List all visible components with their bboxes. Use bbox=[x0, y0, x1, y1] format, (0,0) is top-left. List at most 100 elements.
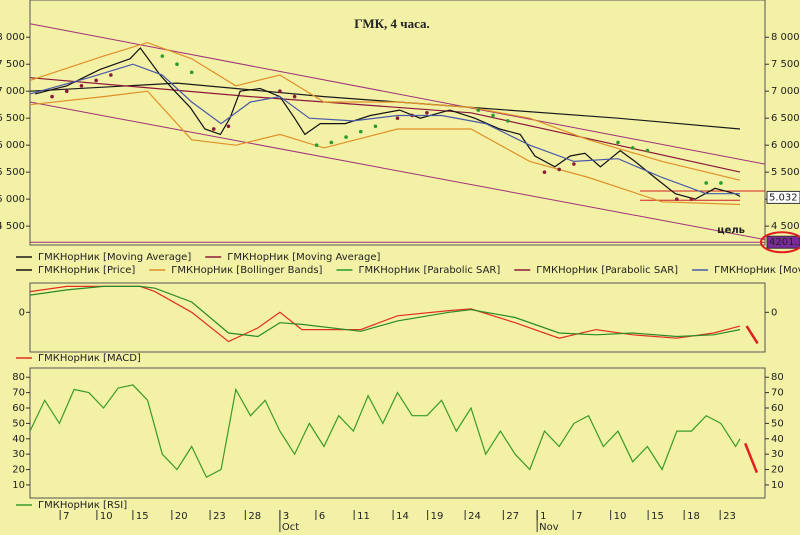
sar-dot bbox=[675, 197, 679, 201]
series-line bbox=[29, 41, 741, 181]
sar-dot bbox=[344, 135, 348, 139]
y-tick-label: 6 000 bbox=[0, 140, 25, 151]
legend-label: ГМКНорНик [Moving Average] bbox=[38, 252, 191, 263]
series-line bbox=[29, 384, 741, 479]
sar-dot bbox=[689, 197, 694, 201]
series-line bbox=[29, 77, 741, 173]
sar-dot bbox=[358, 129, 363, 134]
sar-dot bbox=[491, 113, 495, 118]
x-tick-label: 7 bbox=[63, 511, 69, 522]
x-tick-label: 20 bbox=[175, 511, 188, 522]
x-tick-label: 24 bbox=[468, 511, 481, 522]
y-tick-label: 20 bbox=[771, 465, 784, 476]
y-tick-label: 7 500 bbox=[771, 59, 800, 70]
sar-dot bbox=[314, 143, 319, 147]
y-tick-label: 7 000 bbox=[0, 86, 25, 97]
y-tick-label: 40 bbox=[12, 434, 25, 445]
sar-dot bbox=[64, 89, 69, 94]
sar-dot bbox=[542, 170, 547, 174]
sar-dot bbox=[79, 84, 84, 88]
projection-line bbox=[745, 325, 759, 345]
plot-area bbox=[29, 367, 766, 499]
y-tick-label: 30 bbox=[771, 449, 784, 460]
y-tick-label: 80 bbox=[12, 372, 25, 383]
sar-dot bbox=[329, 140, 334, 145]
y-tick-label: 50 bbox=[12, 418, 25, 429]
y-tick-label: 8 000 bbox=[771, 32, 800, 43]
y-tick-label: 4 500 bbox=[771, 221, 800, 232]
target-ring bbox=[760, 231, 800, 254]
y-tick-label: 70 bbox=[12, 388, 25, 399]
legend-label: ГМКНорНик [RSI] bbox=[38, 500, 127, 511]
legend-label: ГМКНорНик [Parabolic SAR] bbox=[358, 265, 500, 276]
y-tick-label: 7 500 bbox=[0, 59, 25, 70]
sar-dot bbox=[175, 62, 179, 67]
price-box bbox=[766, 235, 800, 249]
target-label: цель bbox=[717, 225, 745, 236]
x-tick-label: 14 bbox=[396, 511, 409, 522]
sar-dot bbox=[630, 146, 635, 150]
sar-dot bbox=[704, 181, 708, 185]
sar-dot bbox=[557, 167, 561, 172]
x-tick-label: 19 bbox=[431, 511, 444, 522]
trend-line bbox=[29, 101, 766, 241]
sar-dot bbox=[160, 54, 165, 58]
sar-dot bbox=[226, 124, 231, 129]
y-tick-label: 60 bbox=[771, 403, 784, 414]
x-tick-label: 18 bbox=[687, 511, 700, 522]
series-line bbox=[34, 47, 741, 200]
y-tick-label: 20 bbox=[12, 465, 25, 476]
price-label: 4201.3 bbox=[769, 237, 800, 248]
y-tick-label: 4 500 bbox=[0, 221, 25, 232]
sar-dot bbox=[395, 116, 400, 120]
sar-dot bbox=[425, 110, 429, 115]
x-tick-label: 28 bbox=[248, 511, 261, 522]
x-tick-label: 7 bbox=[576, 511, 582, 522]
y-tick-label: 50 bbox=[771, 418, 784, 429]
y-tick-label: 6 000 bbox=[771, 140, 800, 151]
sar-dot bbox=[616, 140, 620, 145]
x-tick-label: 3 bbox=[283, 511, 289, 522]
sar-dot bbox=[505, 119, 510, 123]
legend-label: ГМКНорНик [Moving Average] bbox=[714, 265, 800, 276]
x-tick-label: 11 bbox=[357, 511, 370, 522]
chart-title: ГМК, 4 часа. bbox=[354, 16, 430, 31]
month-label: Oct bbox=[282, 522, 299, 533]
projection-line bbox=[744, 442, 759, 474]
x-tick-label: 10 bbox=[614, 511, 627, 522]
legend-label: ГМКНорНик [Bollinger Bands] bbox=[171, 265, 322, 276]
y-tick-label: 70 bbox=[771, 388, 784, 399]
y-tick-label: 5 500 bbox=[771, 167, 800, 178]
y-tick-label: 5 000 bbox=[0, 194, 25, 205]
price-box bbox=[766, 190, 800, 204]
series-line bbox=[29, 90, 741, 206]
sar-dot bbox=[645, 148, 650, 153]
plot-area bbox=[29, 0, 766, 246]
y-tick-label: 30 bbox=[12, 449, 25, 460]
x-tick-label: 6 bbox=[319, 511, 325, 522]
legend-label: ГМКНорНик [Price] bbox=[38, 265, 135, 276]
sar-dot bbox=[373, 124, 378, 129]
x-tick-label: 27 bbox=[506, 511, 519, 522]
sar-dot bbox=[572, 162, 576, 166]
sar-dot bbox=[211, 127, 216, 131]
x-tick-label: 15 bbox=[136, 511, 149, 522]
y-tick-label: 60 bbox=[12, 403, 25, 414]
y-tick-label: 6 500 bbox=[0, 113, 25, 124]
plot-area bbox=[29, 282, 766, 353]
y-tick-label: 7 000 bbox=[771, 86, 800, 97]
sar-dot bbox=[50, 94, 54, 99]
y-tick-label: 10 bbox=[12, 480, 25, 491]
x-tick-label: 15 bbox=[651, 511, 664, 522]
sar-dot bbox=[189, 70, 194, 75]
trend-line bbox=[29, 23, 766, 165]
legend-label: ГМКНорНик [MACD] bbox=[38, 353, 141, 364]
x-tick-label: 1 bbox=[540, 511, 546, 522]
series-line bbox=[29, 63, 740, 195]
y-tick-label: 80 bbox=[771, 372, 784, 383]
x-tick-label: 23 bbox=[723, 511, 736, 522]
signal-line bbox=[29, 285, 741, 338]
price-label: 5.032 bbox=[769, 192, 798, 203]
